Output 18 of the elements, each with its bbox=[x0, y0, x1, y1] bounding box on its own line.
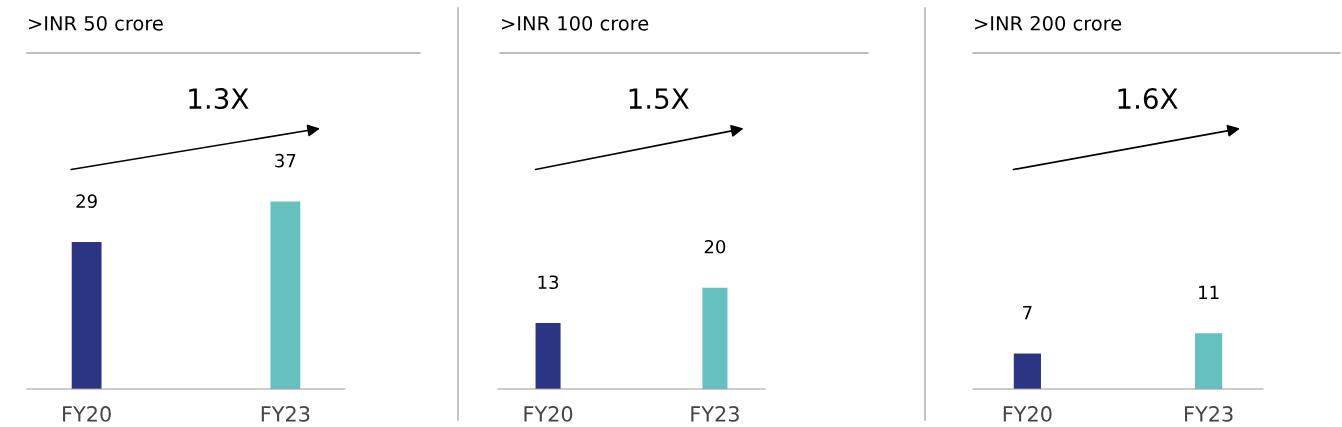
text: 1.6X bbox=[1118, 88, 1178, 110]
x-tick-label: FY20 bbox=[524, 406, 573, 422]
x-tick-label: FY23 bbox=[261, 406, 310, 422]
data-label: 13 bbox=[538, 275, 559, 290]
x-tick-label: FY23 bbox=[1185, 406, 1233, 422]
chart-title: >INR 200 crore bbox=[975, 15, 1122, 31]
text: 1.3X bbox=[189, 88, 249, 110]
text: 1.5X bbox=[629, 88, 689, 110]
data-label: 29 bbox=[76, 194, 97, 208]
data-label: 37 bbox=[275, 153, 296, 168]
data-label: 20 bbox=[704, 239, 726, 254]
chart-title: >INR 50 crore bbox=[29, 15, 163, 31]
x-tick-label: FY20 bbox=[63, 406, 111, 422]
chart-title: >INR 100 crore bbox=[502, 15, 649, 31]
x-tick-label: FY23 bbox=[691, 406, 739, 422]
x-tick-label: FY20 bbox=[1003, 406, 1052, 422]
data-label: 7 bbox=[1023, 306, 1032, 320]
data-label: 11 bbox=[1199, 285, 1219, 299]
